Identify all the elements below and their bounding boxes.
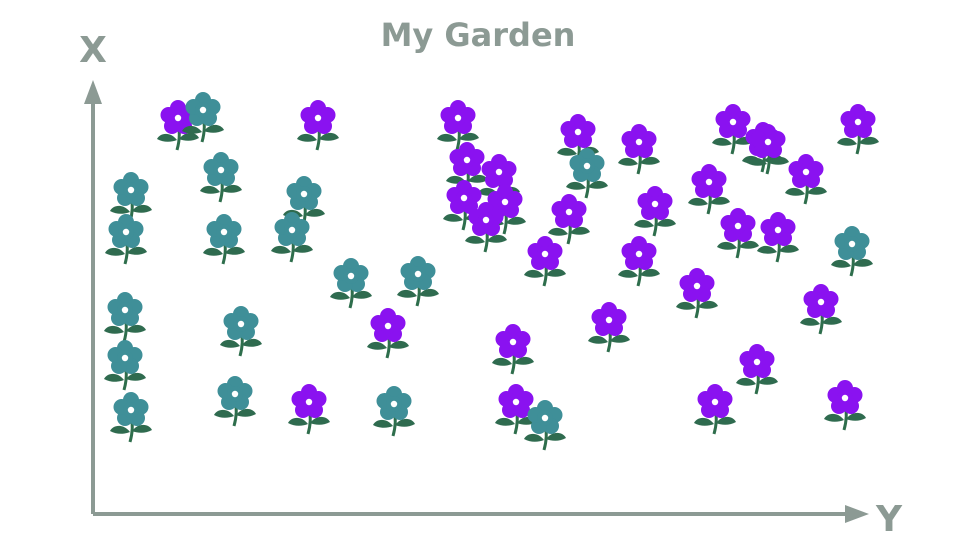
flower-icon — [522, 234, 568, 288]
flower-icon — [710, 102, 756, 156]
flower-icon — [490, 322, 536, 376]
flower-icon — [198, 150, 244, 204]
flower-icon — [798, 282, 844, 336]
flower-icon — [616, 234, 662, 288]
flower-icon — [674, 266, 720, 320]
flower-icon — [295, 98, 341, 152]
flower-icon — [715, 206, 761, 260]
flower-markers — [102, 90, 881, 452]
horizontal-axis-label: Y — [875, 499, 903, 540]
chart-title: My Garden — [381, 16, 576, 54]
flower-icon — [435, 98, 481, 152]
flower-icon — [103, 212, 149, 266]
flower-icon — [829, 224, 875, 278]
flower-icon — [564, 146, 610, 200]
flower-icon — [371, 384, 417, 438]
vertical-axis-arrow — [84, 80, 102, 104]
flower-icon — [692, 382, 738, 436]
flower-icon — [734, 342, 780, 396]
flower-icon — [686, 162, 732, 216]
flower-icon — [755, 210, 801, 264]
flower-icon — [783, 152, 829, 206]
vertical-axis-label: X — [79, 30, 107, 71]
flower-icon — [616, 122, 662, 176]
flower-icon — [269, 210, 315, 264]
flower-icon — [286, 382, 332, 436]
flower-icon — [102, 338, 148, 392]
flower-icon — [822, 378, 868, 432]
flower-icon — [835, 102, 881, 156]
flower-icon — [218, 304, 264, 358]
flower-icon — [586, 300, 632, 354]
flower-icon — [108, 170, 154, 224]
flower-icon — [365, 306, 411, 360]
flower-icon — [546, 192, 592, 246]
flower-icon — [522, 398, 568, 452]
flower-icon — [328, 256, 374, 310]
flower-icon — [201, 212, 247, 266]
flower-icon — [212, 374, 258, 428]
flower-icon — [102, 290, 148, 344]
flower-icon — [395, 254, 441, 308]
flower-icon — [632, 184, 678, 238]
horizontal-axis-arrow — [845, 505, 869, 523]
flower-icon — [108, 390, 154, 444]
